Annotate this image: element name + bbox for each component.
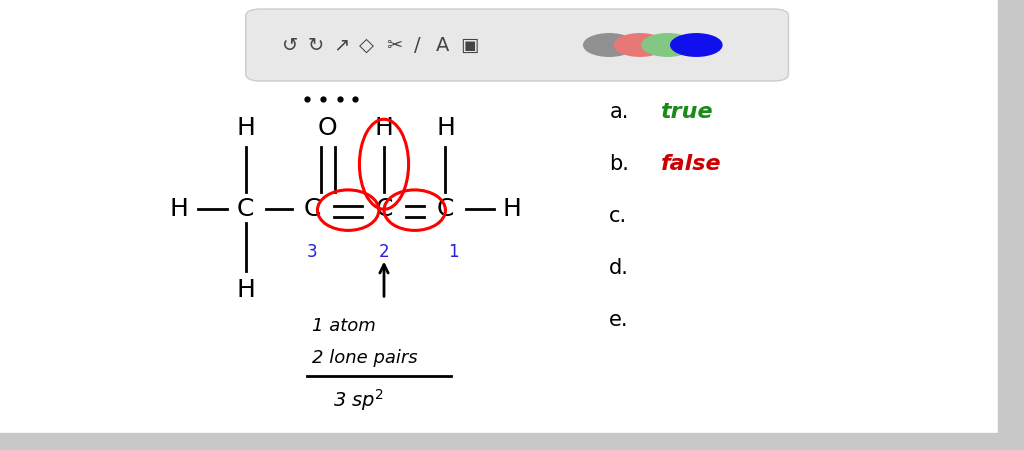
Text: 1: 1 [449,243,459,261]
Text: O: O [317,116,338,140]
Text: 3 sp$^2$: 3 sp$^2$ [333,387,384,414]
Text: ↗: ↗ [333,36,349,54]
Text: C: C [238,197,254,221]
Text: H: H [375,116,393,140]
Text: a.: a. [609,103,629,122]
Text: d.: d. [609,258,629,278]
FancyBboxPatch shape [246,9,788,81]
Text: A: A [435,36,450,54]
Text: C: C [376,197,392,221]
Text: ✂: ✂ [386,36,402,54]
Text: H: H [503,197,521,221]
Bar [0,433,1024,450]
Text: c.: c. [609,206,628,226]
Text: true: true [660,103,713,122]
Text: ▣: ▣ [460,36,478,54]
Circle shape [584,34,635,56]
Text: e.: e. [609,310,629,329]
Text: /: / [415,36,421,54]
Text: C: C [437,197,454,221]
Text: 2 lone pairs: 2 lone pairs [312,349,418,367]
Text: 3: 3 [307,243,317,261]
Text: ◇: ◇ [359,36,374,54]
Text: 1 atom: 1 atom [312,317,376,335]
Circle shape [671,34,722,56]
Bar [998,0,1024,433]
Text: ↻: ↻ [307,36,324,54]
Text: false: false [660,154,721,174]
Text: H: H [170,197,188,221]
Circle shape [642,34,693,56]
Text: ↺: ↺ [282,36,298,54]
Text: H: H [237,278,255,302]
Text: C: C [304,197,321,221]
Text: 2: 2 [379,243,389,261]
Text: H: H [237,116,255,140]
Circle shape [614,34,666,56]
Text: b.: b. [609,154,629,174]
Text: H: H [436,116,455,140]
